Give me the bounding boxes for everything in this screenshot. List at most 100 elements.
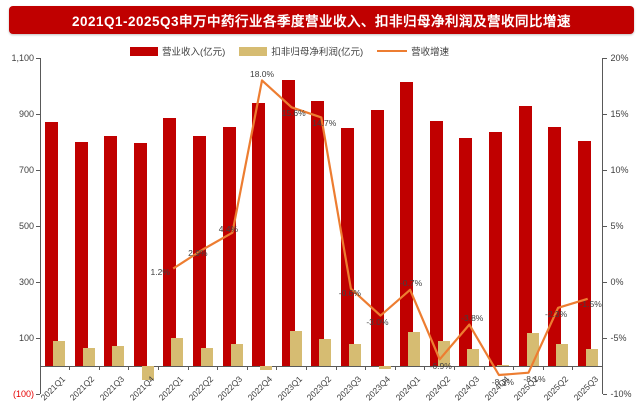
right-axis-tick: [602, 169, 607, 171]
x-axis-tick: [276, 366, 278, 370]
profit-bar: [82, 347, 95, 366]
left-axis-tick: [36, 337, 40, 339]
left-axis-tick: [36, 281, 40, 283]
left-axis-tick-label: (100): [12, 389, 34, 399]
revenue-bar: [459, 137, 473, 366]
revenue-bar: [518, 105, 532, 366]
revenue-bar: [548, 126, 562, 366]
right-axis-tick: [602, 225, 607, 227]
x-axis-tick: [305, 366, 307, 370]
revenue-bar: [133, 143, 147, 366]
legend-label-revenue: 营业收入(亿元): [162, 47, 226, 58]
legend-item-revenue: 营业收入(亿元): [130, 44, 225, 58]
growth-point-label: 1.2%: [150, 266, 170, 277]
profit-bar: [141, 366, 154, 380]
right-axis-tick-label: 20%: [610, 53, 629, 63]
growth-point-label: 15.6%: [281, 108, 306, 119]
growth-point-label: -2.3%: [544, 308, 568, 319]
growth-line-swatch: [377, 49, 408, 53]
profit-bar: [53, 340, 65, 366]
profit-bar: [289, 331, 302, 366]
profit-bar: [319, 339, 332, 366]
revenue-bar: [252, 102, 266, 366]
right-axis-tick-label: 0%: [610, 277, 624, 287]
x-axis-tick: [335, 366, 337, 370]
left-axis-line: [39, 58, 41, 394]
x-axis-tick: [246, 366, 248, 370]
right-axis-tick: [602, 393, 607, 395]
left-axis-tick: [36, 169, 40, 171]
x-axis-tick: [69, 366, 71, 370]
revenue-bar: [74, 142, 88, 366]
growth-point-label: -8.3%: [491, 376, 514, 387]
profit-bar: [230, 343, 243, 366]
profit-bar: [556, 343, 569, 366]
growth-point-label: -0.7%: [399, 277, 423, 288]
revenue-bar: [281, 80, 295, 366]
chart-legend: 营业收入(亿元) 扣非归母净利润(亿元) 营收增速: [130, 44, 449, 58]
growth-point-label: -3.8%: [461, 312, 484, 323]
legend-item-growth: 营收增速: [377, 44, 449, 58]
chart-title: 2021Q1-2025Q3申万中药行业各季度营业收入、扣非归母净利润及营收同比增…: [71, 14, 572, 29]
right-axis-tick-label: -5%: [610, 333, 627, 343]
x-axis-tick: [217, 366, 219, 370]
right-axis-tick-label: -10%: [610, 389, 632, 399]
x-axis-tick: [128, 366, 130, 370]
left-axis-tick-label: 100: [18, 333, 34, 343]
growth-point-label: 2.9%: [188, 247, 208, 258]
x-axis-tick: [424, 366, 426, 370]
right-axis-tick-label: 10%: [610, 165, 629, 175]
legend-item-profit: 扣非归母净利润(亿元): [239, 44, 363, 58]
revenue-bar: [104, 136, 118, 366]
revenue-swatch: [130, 46, 158, 56]
revenue-bar: [489, 132, 503, 366]
right-axis-tick-label: 15%: [610, 109, 629, 119]
revenue-bar: [341, 128, 355, 366]
profit-bar: [585, 349, 598, 366]
x-axis-tick: [572, 366, 574, 370]
profit-bar: [171, 338, 184, 366]
revenue-bar: [370, 109, 384, 366]
profit-swatch: [239, 46, 268, 56]
legend-label-growth: 营收增速: [411, 47, 450, 58]
x-axis-tick: [453, 366, 455, 370]
growth-point-label: 14.7%: [312, 118, 337, 129]
left-axis-tick-label: 900: [18, 109, 34, 119]
right-axis-tick: [602, 57, 607, 59]
revenue-bar: [222, 126, 236, 366]
left-axis-tick: [36, 57, 40, 59]
growth-point-label: -6.9%: [429, 361, 452, 372]
left-axis-tick-label: 1,100: [11, 53, 34, 63]
right-axis-tick: [602, 281, 607, 283]
profit-bar: [349, 344, 362, 366]
left-axis-tick: [36, 393, 40, 395]
left-axis-tick-label: 700: [18, 165, 34, 175]
chart-title-banner: 2021Q1-2025Q3申万中药行业各季度营业收入、扣非归母净利润及营收同比增…: [9, 6, 634, 34]
growth-point-label: 18.0%: [249, 69, 275, 80]
profit-bar: [201, 347, 214, 366]
x-axis-tick: [365, 366, 367, 370]
revenue-bar: [163, 118, 177, 366]
profit-bar: [408, 332, 421, 366]
x-axis-tick: [98, 366, 100, 370]
x-axis-line: [40, 365, 603, 367]
left-axis-tick-label: 300: [18, 277, 34, 287]
growth-point-label: -8.1%: [523, 373, 546, 384]
profit-bar: [467, 349, 480, 366]
x-axis-tick: [513, 366, 515, 370]
x-axis-tick: [157, 366, 159, 370]
growth-point-label: -3.0%: [366, 316, 389, 327]
revenue-bar: [577, 140, 591, 366]
x-axis-tick: [542, 366, 544, 370]
right-axis-tick: [602, 337, 607, 339]
x-axis-tick: [483, 366, 485, 370]
x-axis-tick: [187, 366, 189, 370]
profit-bar: [378, 366, 391, 369]
left-axis-tick-label: 500: [18, 221, 34, 231]
x-axis-tick: [602, 366, 603, 370]
left-axis-tick: [36, 113, 40, 115]
growth-point-label: -1.5%: [579, 298, 602, 309]
legend-label-profit: 扣非归母净利润(亿元): [271, 47, 364, 58]
